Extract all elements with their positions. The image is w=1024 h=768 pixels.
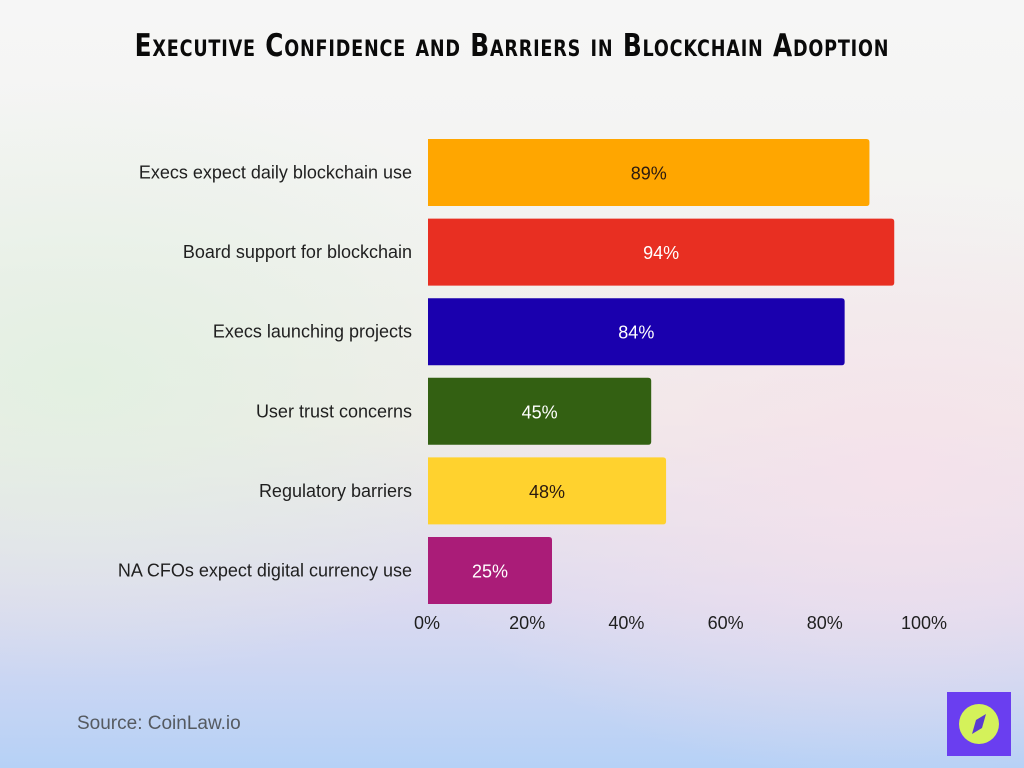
x-tick-label: 40% [608,613,644,633]
bar [428,139,870,206]
bar [428,457,667,525]
data-label: 45% [522,402,558,422]
data-label: 84% [618,323,654,343]
x-tick-label: 60% [708,613,744,633]
data-label: 48% [529,482,565,502]
bar [428,537,552,604]
x-tick-label: 0% [414,613,440,633]
chart-title: Executive Confidence and Barriers in Blo… [134,28,890,64]
bar [428,377,652,445]
data-label: 89% [631,164,667,184]
logo [947,692,1011,756]
category-label: Execs expect daily blockchain use [139,163,412,183]
category-label: User trust concerns [256,401,412,421]
x-tick-label: 100% [901,613,947,633]
source-note: Source: CoinLaw.io [77,713,241,734]
category-label: Execs launching projects [213,322,412,342]
data-label: 25% [472,562,508,582]
category-label: Board support for blockchain [183,242,412,262]
data-label: 94% [643,243,679,263]
compass-icon [959,704,999,744]
bar [428,298,845,366]
bar [428,218,895,286]
x-tick-label: 20% [509,613,545,633]
category-label: Regulatory barriers [259,481,412,501]
category-label: NA CFOs expect digital currency use [118,561,412,581]
x-tick-label: 80% [807,613,843,633]
